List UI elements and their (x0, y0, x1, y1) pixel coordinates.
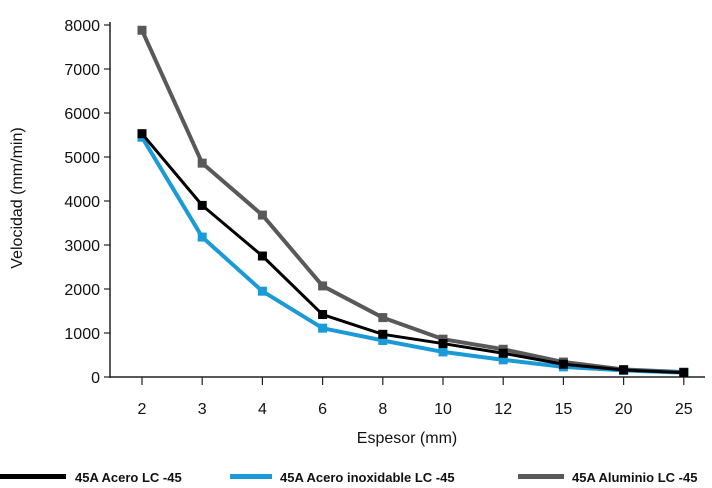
data-point (318, 310, 328, 320)
data-point (197, 200, 207, 210)
data-point (438, 339, 448, 349)
legend-item: 45A Acero LC -45 (0, 470, 182, 485)
series-3 (137, 25, 689, 377)
series-1 (137, 129, 689, 378)
legend-label: 45A Acero inoxidable LC -45 (280, 470, 455, 485)
x-axis-tick-marks (141, 377, 685, 385)
legend-swatch (230, 474, 272, 479)
y-tick-label: 3000 (64, 238, 100, 255)
data-point (197, 158, 207, 168)
x-tick-label: 2 (138, 401, 147, 418)
data-point (378, 329, 388, 339)
y-axis-tick-labels: 0 1000 2000 3000 4000 5000 6000 7000 8000 (64, 18, 100, 387)
x-axis-tick-labels: 2 3 4 6 8 10 12 15 20 25 (138, 401, 693, 418)
data-point (257, 251, 267, 261)
axes (109, 22, 705, 378)
data-point (318, 281, 328, 291)
data-point (137, 25, 147, 35)
data-point (498, 355, 508, 365)
y-tick-label: 6000 (64, 106, 100, 123)
x-tick-label: 8 (378, 401, 387, 418)
data-point (619, 365, 629, 375)
x-tick-label: 25 (675, 401, 693, 418)
x-tick-label: 10 (434, 401, 452, 418)
x-tick-label: 20 (615, 401, 633, 418)
x-tick-label: 3 (198, 401, 207, 418)
data-point (318, 323, 328, 333)
y-tick-label: 7000 (64, 62, 100, 79)
legend-item: 45A Acero inoxidable LC -45 (230, 470, 455, 485)
y-tick-label: 1000 (64, 326, 100, 343)
x-axis-title: Espesor (mm) (357, 430, 457, 447)
y-tick-label: 0 (91, 370, 100, 387)
series-line (140, 136, 684, 375)
legend-swatch (518, 474, 564, 479)
y-tick-label: 8000 (64, 18, 100, 35)
data-point (558, 359, 568, 369)
series-layer (137, 25, 689, 378)
y-axis-title: Velocidad (mm/min) (9, 127, 26, 268)
data-point (197, 232, 207, 242)
x-tick-label: 15 (555, 401, 573, 418)
legend-label: 45A Aluminio LC -45 (572, 470, 697, 485)
y-axis-tick-marks (104, 24, 110, 378)
x-tick-label: 6 (318, 401, 327, 418)
data-point (257, 286, 267, 296)
legend-item: 45A Aluminio LC -45 (518, 470, 697, 485)
data-point (378, 313, 388, 323)
data-point (137, 129, 147, 139)
data-point (257, 210, 267, 220)
data-point (438, 347, 448, 357)
x-tick-label: 12 (494, 401, 512, 418)
y-tick-label: 4000 (64, 194, 100, 211)
data-point (498, 348, 508, 358)
legend-swatch (0, 474, 66, 479)
data-point (679, 368, 689, 378)
series-line (140, 29, 684, 375)
y-tick-label: 5000 (64, 150, 100, 167)
data-point (378, 335, 388, 345)
x-tick-label: 4 (258, 401, 267, 418)
series-line (140, 132, 684, 375)
legend-label: 45A Acero LC -45 (75, 470, 182, 485)
legend: 45A Acero LC -45 45A Acero inoxidable LC … (0, 470, 697, 485)
y-tick-label: 2000 (64, 282, 100, 299)
